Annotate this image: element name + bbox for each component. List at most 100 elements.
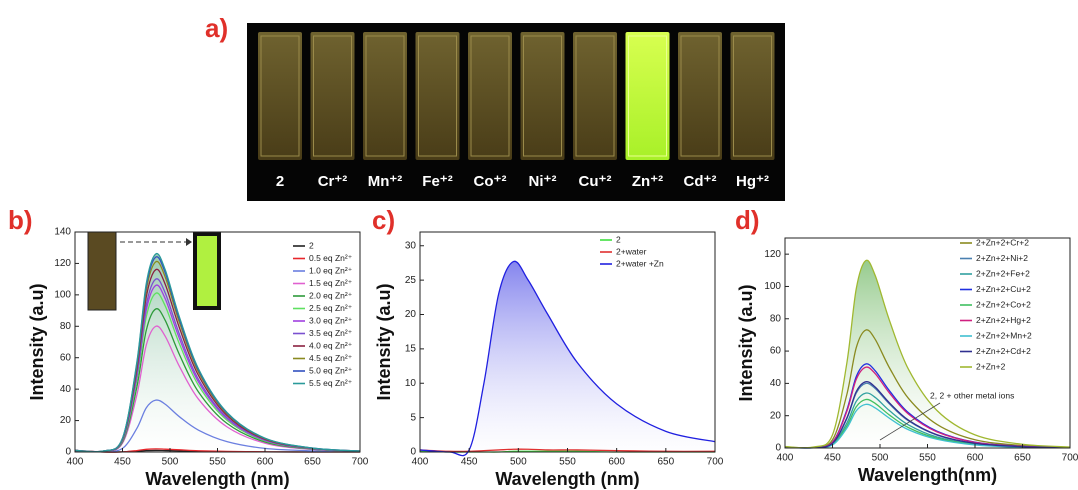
legend-label: 5.5 eq Zn²⁺ bbox=[309, 378, 353, 388]
y-axis-label: Intensity (a.u) bbox=[374, 283, 394, 400]
y-tick-label: 0 bbox=[410, 447, 416, 458]
y-tick-label: 40 bbox=[60, 384, 72, 395]
inset-cuvette bbox=[88, 232, 116, 310]
cuvette-label: Mn⁺² bbox=[368, 173, 403, 190]
x-tick-label: 650 bbox=[657, 457, 674, 468]
x-tick-label: 550 bbox=[209, 457, 226, 468]
inset-arrowhead bbox=[186, 238, 192, 246]
legend-label: 3.5 eq Zn²⁺ bbox=[309, 328, 353, 338]
y-tick-label: 20 bbox=[770, 410, 782, 421]
cuvette-label: Cu⁺² bbox=[579, 173, 612, 190]
x-tick-label: 700 bbox=[707, 457, 724, 468]
y-tick-label: 80 bbox=[770, 313, 782, 324]
cuvette bbox=[363, 32, 407, 160]
x-axis-label: Wavelength (nm) bbox=[495, 469, 639, 489]
legend-label: 5.0 eq Zn²⁺ bbox=[309, 365, 353, 375]
y-tick-label: 100 bbox=[54, 289, 71, 300]
x-tick-label: 400 bbox=[412, 457, 429, 468]
x-tick-label: 450 bbox=[824, 453, 841, 464]
cuvette-label: Hg⁺² bbox=[736, 173, 769, 190]
x-tick-label: 400 bbox=[67, 457, 84, 468]
y-tick-label: 140 bbox=[54, 227, 71, 238]
x-tick-label: 500 bbox=[510, 457, 527, 468]
x-tick-label: 550 bbox=[559, 457, 576, 468]
y-tick-label: 15 bbox=[405, 344, 417, 355]
legend-label: 2.5 eq Zn²⁺ bbox=[309, 303, 353, 313]
cuvette bbox=[311, 32, 355, 160]
legend-label: 2+Zn+2+Cd+2 bbox=[976, 346, 1031, 356]
legend-label: 1.0 eq Zn²⁺ bbox=[309, 265, 353, 275]
y-tick-label: 5 bbox=[410, 412, 416, 423]
x-tick-label: 600 bbox=[967, 453, 984, 464]
x-tick-label: 450 bbox=[461, 457, 478, 468]
y-tick-label: 10 bbox=[405, 378, 417, 389]
y-tick-label: 80 bbox=[60, 321, 72, 332]
legend-label: 2+Zn+2+Mn+2 bbox=[976, 330, 1032, 340]
cuvette bbox=[521, 32, 565, 160]
legend-label: 4.0 eq Zn²⁺ bbox=[309, 340, 353, 350]
y-tick-label: 0 bbox=[775, 443, 781, 454]
legend-label: 2+water bbox=[616, 246, 647, 256]
panel-label: a) bbox=[205, 13, 228, 43]
cuvette bbox=[258, 32, 302, 160]
cuvette-label: Ni⁺² bbox=[529, 173, 557, 190]
legend-label: 2+Zn+2+Cr+2 bbox=[976, 237, 1029, 247]
y-axis-label: Intensity (a.u) bbox=[736, 284, 756, 401]
y-tick-label: 40 bbox=[770, 378, 782, 389]
panel-label: c) bbox=[372, 205, 395, 235]
y-axis-label: Intensity (a.u) bbox=[27, 283, 47, 400]
x-tick-label: 500 bbox=[162, 457, 179, 468]
panel-label: b) bbox=[8, 205, 33, 235]
cuvette-label: 2 bbox=[276, 173, 284, 190]
legend-label: 2+Zn+2+Hg+2 bbox=[976, 315, 1031, 325]
y-tick-label: 120 bbox=[54, 258, 71, 269]
legend-label: 2+Zn+2+Cu+2 bbox=[976, 284, 1031, 294]
x-tick-label: 600 bbox=[257, 457, 274, 468]
legend-label: 4.5 eq Zn²⁺ bbox=[309, 353, 353, 363]
x-tick-label: 700 bbox=[1062, 453, 1078, 464]
x-axis-label: Wavelength(nm) bbox=[858, 465, 997, 485]
x-tick-label: 400 bbox=[777, 453, 794, 464]
y-tick-label: 30 bbox=[405, 240, 417, 251]
y-tick-label: 25 bbox=[405, 275, 417, 286]
y-tick-label: 60 bbox=[770, 346, 782, 357]
legend-label: 3.0 eq Zn²⁺ bbox=[309, 315, 353, 325]
y-tick-label: 100 bbox=[764, 281, 781, 292]
cuvette bbox=[416, 32, 460, 160]
legend-label: 2+Zn+2+Co+2 bbox=[976, 299, 1031, 309]
x-tick-label: 500 bbox=[872, 453, 889, 464]
x-tick-label: 600 bbox=[608, 457, 625, 468]
cuvette-label: Zn⁺² bbox=[632, 173, 663, 190]
legend-label: 1.5 eq Zn²⁺ bbox=[309, 278, 353, 288]
x-tick-label: 650 bbox=[304, 457, 321, 468]
legend-label: 2+Zn+2+Fe+2 bbox=[976, 268, 1030, 278]
inset-cuvette-glow bbox=[197, 236, 217, 306]
cuvette bbox=[626, 32, 670, 160]
cuvette-label: Cr⁺² bbox=[318, 173, 348, 190]
cuvette bbox=[468, 32, 512, 160]
legend-label: 2+water +Zn bbox=[616, 258, 664, 268]
x-tick-label: 450 bbox=[114, 457, 131, 468]
cuvette bbox=[731, 32, 775, 160]
x-axis-label: Wavelength (nm) bbox=[145, 469, 289, 489]
cuvette bbox=[573, 32, 617, 160]
cuvette bbox=[678, 32, 722, 160]
y-tick-label: 20 bbox=[405, 309, 417, 320]
x-tick-label: 550 bbox=[919, 453, 936, 464]
x-tick-label: 650 bbox=[1014, 453, 1031, 464]
legend-label: 2 bbox=[616, 234, 621, 244]
legend-label: 2+Zn+2 bbox=[976, 361, 1006, 371]
legend-label: 2 bbox=[309, 240, 314, 250]
cuvette-label: Cd⁺² bbox=[684, 173, 717, 190]
legend-label: 0.5 eq Zn²⁺ bbox=[309, 253, 353, 263]
legend-label: 2+Zn+2+Ni+2 bbox=[976, 253, 1028, 263]
x-tick-label: 700 bbox=[352, 457, 369, 468]
y-tick-label: 60 bbox=[60, 352, 72, 363]
panel-label: d) bbox=[735, 205, 760, 235]
legend-label: 2.0 eq Zn²⁺ bbox=[309, 290, 353, 300]
cuvette-label: Fe⁺² bbox=[422, 173, 452, 190]
y-tick-label: 20 bbox=[60, 415, 72, 426]
area-fill bbox=[420, 261, 715, 455]
annotation: 2, 2 + other metal ions bbox=[930, 390, 1014, 400]
cuvette-label: Co⁺² bbox=[474, 173, 507, 190]
